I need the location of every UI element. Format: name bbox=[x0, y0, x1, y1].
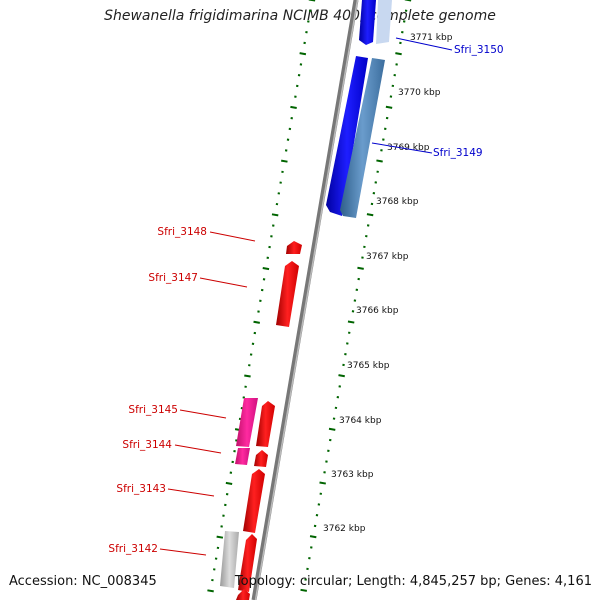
gene-sfri-3145-red bbox=[256, 401, 275, 447]
gene-label-sfri-3144: Sfri_3144 bbox=[122, 439, 172, 451]
scale-label: 3766 kbp bbox=[356, 306, 399, 316]
major-tick bbox=[366, 213, 374, 217]
genome-title: Shewanella frigidimarina NCIMB 400, comp… bbox=[104, 8, 496, 24]
major-tick bbox=[357, 266, 364, 270]
major-tick bbox=[385, 105, 393, 109]
major-tick bbox=[207, 589, 214, 593]
major-tick bbox=[309, 535, 317, 539]
scale-label: 3763 kbp bbox=[331, 470, 374, 480]
gene-block-top-blue bbox=[359, 0, 376, 45]
gene-sfri-3144-pink bbox=[235, 448, 250, 465]
scale-label: 3765 kbp bbox=[347, 361, 390, 371]
gene-sfri-3142-grey bbox=[220, 531, 239, 588]
gene-label-sfri-3148: Sfri_3148 bbox=[157, 226, 207, 238]
gene-label-sfri-3145: Sfri_3145 bbox=[128, 404, 178, 416]
gene-sfri-3148 bbox=[286, 241, 302, 254]
gene-label-sfri-3149: Sfri_3149 bbox=[433, 147, 483, 159]
gene-sfri-3144-red bbox=[254, 450, 268, 467]
scale-label: 3762 kbp bbox=[323, 524, 366, 534]
reverse-genes bbox=[326, 0, 392, 218]
major-tick bbox=[328, 427, 336, 431]
major-tick bbox=[271, 213, 279, 217]
major-tick bbox=[244, 374, 251, 378]
major-tick bbox=[347, 320, 355, 324]
outer-tick-track bbox=[207, 0, 316, 593]
gene-labels: Sfri_3150 Sfri_3149 Sfri_3148 Sfri_3147 … bbox=[108, 44, 503, 555]
gene-label-sfri-3142: Sfri_3142 bbox=[108, 543, 158, 555]
gene-label-sfri-3143: Sfri_3143 bbox=[116, 483, 166, 495]
gene-label-sfri-3147: Sfri_3147 bbox=[148, 272, 198, 284]
scale-label: 3769 kbp bbox=[387, 143, 430, 153]
major-tick bbox=[395, 52, 402, 56]
gene-sfri-3149-steel bbox=[340, 58, 385, 218]
major-tick bbox=[319, 481, 326, 485]
major-tick bbox=[300, 588, 308, 592]
scale-label: 3770 kbp bbox=[398, 88, 441, 98]
scale-label: 3768 kbp bbox=[376, 197, 419, 207]
gene-block-top-light bbox=[376, 0, 392, 44]
gene-bottom-red bbox=[236, 589, 250, 600]
gene-sfri-3149-blue bbox=[326, 56, 368, 216]
major-tick bbox=[299, 52, 307, 56]
gene-sfri-3142-red bbox=[238, 534, 257, 592]
scale-label: 3771 kbp bbox=[410, 33, 453, 43]
major-tick bbox=[216, 535, 224, 539]
accession-label: Accession: NC_008345 bbox=[9, 574, 157, 589]
scale-label: 3767 kbp bbox=[366, 252, 409, 262]
scale-label: 3764 kbp bbox=[339, 416, 382, 426]
label-leaders bbox=[159, 37, 453, 556]
major-tick bbox=[281, 159, 288, 163]
gene-sfri-3143 bbox=[243, 469, 265, 533]
major-tick bbox=[290, 105, 297, 109]
major-tick bbox=[338, 374, 345, 378]
major-tick bbox=[308, 0, 316, 2]
gene-sfri-3147 bbox=[276, 261, 299, 327]
major-tick bbox=[262, 267, 270, 271]
gene-label-sfri-3150: Sfri_3150 bbox=[454, 44, 504, 56]
backbone bbox=[251, 0, 359, 600]
scale-labels: 3771 kbp 3770 kbp 3769 kbp 3768 kbp 3767… bbox=[323, 33, 453, 534]
inner-tick-track bbox=[300, 0, 412, 592]
major-tick bbox=[376, 159, 383, 163]
gene-sfri-3145-pink bbox=[236, 398, 258, 447]
major-tick bbox=[404, 0, 412, 2]
major-tick bbox=[253, 320, 260, 324]
major-tick bbox=[225, 481, 233, 485]
genome-summary: Topology: circular; Length: 4,845,257 bp… bbox=[234, 574, 592, 589]
forward-genes bbox=[220, 241, 302, 600]
